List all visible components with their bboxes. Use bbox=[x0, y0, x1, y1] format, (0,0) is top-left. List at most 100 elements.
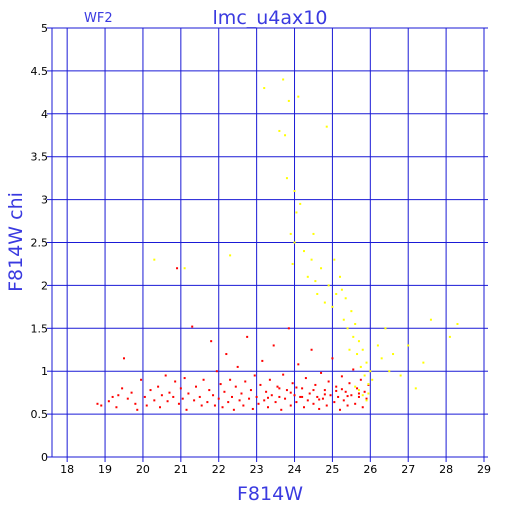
yellow-data-point bbox=[344, 297, 347, 300]
x-tick-label: 26 bbox=[363, 463, 377, 476]
red-data-point bbox=[278, 395, 281, 398]
x-tick-label: 21 bbox=[174, 463, 188, 476]
red-data-point bbox=[225, 353, 228, 356]
red-data-point bbox=[303, 406, 305, 409]
red-data-point bbox=[331, 357, 334, 360]
red-data-point bbox=[134, 402, 137, 405]
yellow-data-point bbox=[361, 348, 364, 351]
red-data-point bbox=[356, 387, 359, 390]
red-data-point bbox=[238, 399, 241, 402]
red-data-point bbox=[210, 340, 213, 343]
red-data-point bbox=[179, 387, 182, 390]
red-data-point bbox=[121, 387, 124, 390]
red-data-point bbox=[195, 385, 197, 388]
red-data-point bbox=[282, 373, 285, 376]
x-tick-label: 22 bbox=[212, 463, 226, 476]
x-tick-label: 19 bbox=[98, 463, 112, 476]
yellow-data-point bbox=[376, 344, 379, 347]
axis-ticks bbox=[47, 27, 488, 462]
red-data-point bbox=[312, 389, 315, 392]
yellow-data-point bbox=[183, 267, 186, 270]
red-data-point bbox=[285, 389, 288, 392]
x-tick-labels: 18 19 20 21 22 23 24 25 26 27 28 29 bbox=[60, 463, 491, 476]
red-data-point bbox=[164, 374, 167, 377]
red-data-point bbox=[96, 402, 99, 405]
red-data-point bbox=[202, 378, 205, 381]
y-axis-label: F814W chi bbox=[5, 192, 27, 292]
corner-label: WF2 bbox=[84, 11, 113, 26]
y-tick-label: 2 bbox=[41, 279, 48, 292]
yellow-data-point bbox=[384, 327, 387, 330]
red-data-point bbox=[140, 378, 143, 381]
yellow-data-point bbox=[359, 365, 362, 368]
yellow-data-point bbox=[352, 335, 355, 338]
red-data-point bbox=[217, 397, 220, 400]
red-data-point bbox=[107, 400, 110, 403]
yellow-data-point bbox=[365, 399, 368, 402]
yellow-data-point bbox=[327, 284, 330, 287]
red-data-point bbox=[168, 391, 171, 394]
red-data-point bbox=[321, 397, 324, 400]
red-data-point bbox=[249, 389, 252, 392]
x-tick-label: 24 bbox=[288, 463, 302, 476]
yellow-data-point bbox=[293, 241, 296, 244]
red-data-point bbox=[318, 407, 321, 410]
red-data-point bbox=[253, 374, 256, 377]
x-tick-label: 18 bbox=[60, 463, 74, 476]
red-data-point bbox=[185, 408, 188, 411]
yellow-data-point bbox=[331, 305, 334, 308]
y-tick-labels: 0 0.5 1 1.5 2 2.5 3 3.5 4 4.5 5 bbox=[31, 22, 49, 464]
yellow-data-point bbox=[448, 335, 451, 338]
red-data-point bbox=[126, 397, 129, 400]
red-data-point bbox=[365, 397, 368, 400]
red-data-point bbox=[344, 390, 347, 393]
red-data-point bbox=[301, 395, 304, 398]
yellow-data-point bbox=[367, 392, 370, 395]
red-data-point bbox=[327, 380, 330, 383]
yellow-data-point bbox=[456, 323, 459, 326]
red-data-point bbox=[340, 388, 343, 391]
y-tick-label: 1.5 bbox=[31, 322, 49, 335]
red-data-point bbox=[346, 404, 349, 407]
x-tick-label: 27 bbox=[401, 463, 415, 476]
yellow-data-point bbox=[357, 389, 360, 392]
red-data-point bbox=[100, 404, 103, 407]
red-data-point bbox=[191, 325, 194, 328]
red-data-point bbox=[145, 404, 148, 407]
y-tick-label: 4 bbox=[41, 108, 48, 121]
chart-title: lmc_u4ax10 bbox=[213, 7, 328, 29]
red-data-point bbox=[325, 404, 328, 407]
yellow-data-point bbox=[295, 211, 298, 214]
yellow-data-point bbox=[333, 258, 336, 261]
data-points bbox=[96, 78, 459, 411]
yellow-data-point bbox=[285, 177, 288, 180]
red-data-point bbox=[176, 267, 179, 270]
red-data-point bbox=[346, 395, 349, 398]
red-data-point bbox=[320, 371, 323, 374]
x-tick-label: 25 bbox=[325, 463, 339, 476]
red-data-point bbox=[363, 390, 366, 393]
y-tick-label: 1 bbox=[41, 365, 48, 378]
yellow-data-point bbox=[312, 232, 315, 235]
plot-frame bbox=[51, 27, 485, 458]
red-data-point bbox=[350, 394, 353, 397]
yellow-data-point bbox=[340, 288, 343, 291]
yellow-data-point bbox=[153, 258, 156, 261]
yellow-data-point bbox=[361, 394, 364, 397]
red-data-point bbox=[304, 377, 307, 380]
yellow-data-point bbox=[422, 361, 425, 364]
red-data-point bbox=[357, 392, 360, 395]
yellow-data-point bbox=[371, 378, 374, 381]
red-data-point bbox=[335, 385, 338, 388]
red-data-point bbox=[174, 380, 177, 383]
x-tick-label: 20 bbox=[136, 463, 150, 476]
yellow-data-point bbox=[303, 250, 305, 253]
red-data-point bbox=[234, 385, 237, 388]
red-data-point bbox=[335, 389, 338, 392]
red-data-point bbox=[219, 383, 222, 386]
yellow-data-point bbox=[278, 129, 281, 132]
yellow-data-point bbox=[287, 99, 290, 102]
yellow-data-point bbox=[414, 387, 417, 390]
red-data-point bbox=[316, 395, 319, 398]
